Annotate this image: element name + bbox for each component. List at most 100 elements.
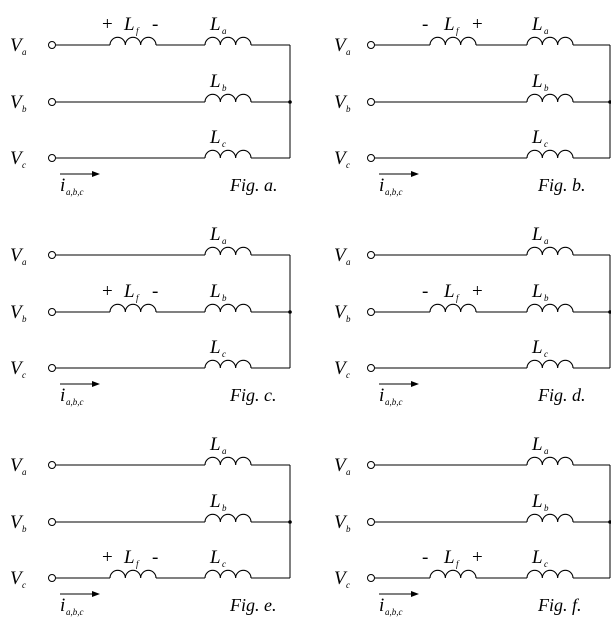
terminal-c bbox=[367, 364, 375, 372]
voltage-label-a-symbol: V bbox=[10, 455, 24, 476]
current-label-symbol: i bbox=[379, 175, 384, 196]
inductor-c bbox=[526, 149, 574, 159]
voltage-label-b-subscript: b bbox=[22, 104, 27, 114]
inductor-label-c-subscript: c bbox=[222, 139, 226, 149]
voltage-label-b-symbol: V bbox=[334, 92, 348, 113]
inductor-label-c-symbol: L bbox=[531, 337, 543, 358]
terminal-a bbox=[367, 41, 375, 49]
inductor-a bbox=[526, 246, 574, 256]
terminal-b bbox=[48, 98, 56, 106]
terminal-c bbox=[48, 574, 56, 582]
current-label-symbol: i bbox=[379, 385, 384, 406]
inductor-label-c-subscript: c bbox=[222, 559, 226, 569]
filter-inductor-label-subscript: f bbox=[136, 26, 140, 36]
inductor-label-c-symbol: L bbox=[209, 127, 221, 148]
neutral-node bbox=[608, 100, 611, 104]
neutral-node bbox=[288, 100, 292, 104]
voltage-label-c-subscript: c bbox=[22, 160, 26, 170]
current-label-symbol: i bbox=[379, 595, 384, 616]
voltage-label-a-symbol: V bbox=[10, 35, 24, 56]
polarity-left-sign: + bbox=[102, 281, 113, 302]
terminal-b bbox=[48, 308, 56, 316]
voltage-label-c-symbol: V bbox=[10, 568, 24, 589]
filter-inductor-label-symbol: L bbox=[443, 547, 455, 568]
filter-inductor-label-subscript: f bbox=[136, 559, 140, 569]
terminal-c bbox=[367, 154, 375, 162]
filter-inductor bbox=[429, 303, 477, 313]
inductor-label-b-subscript: b bbox=[544, 293, 549, 303]
inductor-b bbox=[204, 513, 252, 523]
filter-inductor-label-symbol: L bbox=[443, 14, 455, 35]
voltage-label-b-subscript: b bbox=[346, 524, 351, 534]
filter-inductor-label-subscript: f bbox=[456, 559, 460, 569]
inductor-label-a-subscript: a bbox=[544, 446, 549, 456]
polarity-right-sign: + bbox=[472, 14, 483, 35]
voltage-label-c-subscript: c bbox=[346, 370, 350, 380]
terminal-a bbox=[48, 41, 56, 49]
filter-inductor-label-symbol: L bbox=[123, 14, 135, 35]
terminal-b bbox=[48, 518, 56, 526]
inductor-a bbox=[204, 36, 252, 46]
terminal-a bbox=[48, 461, 56, 469]
filter-inductor bbox=[109, 569, 157, 579]
polarity-right-sign: - bbox=[152, 14, 158, 35]
figure-caption: Fig. f. bbox=[537, 595, 582, 615]
current-label-symbol: i bbox=[60, 175, 65, 196]
current-label: i a,b,c bbox=[379, 175, 403, 197]
inductor-b bbox=[526, 93, 574, 103]
inductor-label-a-symbol: L bbox=[209, 434, 221, 455]
inductor-b bbox=[526, 303, 574, 313]
voltage-label-b-symbol: V bbox=[334, 302, 348, 323]
inductor-label-a-symbol: L bbox=[209, 14, 221, 35]
inductor-c bbox=[526, 569, 574, 579]
inductor-label-b-subscript: b bbox=[544, 83, 549, 93]
figure-caption: Fig. a. bbox=[229, 175, 278, 195]
terminal-b bbox=[367, 518, 375, 526]
inductor-c bbox=[204, 149, 252, 159]
voltage-label-a-symbol: V bbox=[334, 245, 348, 266]
inductor-a bbox=[526, 456, 574, 466]
current-label-subscript: a,b,c bbox=[66, 607, 84, 617]
voltage-label-a-subscript: a bbox=[346, 257, 351, 267]
voltage-label-c-symbol: V bbox=[10, 148, 24, 169]
inductor-label-b-subscript: b bbox=[544, 503, 549, 513]
filter-inductor bbox=[109, 36, 157, 46]
voltage-label-c-symbol: V bbox=[334, 568, 348, 589]
figure-caption: Fig. c. bbox=[229, 385, 277, 405]
terminal-c bbox=[48, 154, 56, 162]
voltage-label-c-subscript: c bbox=[22, 580, 26, 590]
inductor-label-c-subscript: c bbox=[222, 349, 226, 359]
voltage-label-c-subscript: c bbox=[346, 160, 350, 170]
voltage-label-c-symbol: V bbox=[334, 148, 348, 169]
filter-inductor-label-subscript: f bbox=[456, 293, 460, 303]
current-label: i a,b,c bbox=[60, 595, 84, 617]
inductor-label-b-subscript: b bbox=[222, 83, 227, 93]
inductor-label-b-symbol: L bbox=[531, 281, 543, 302]
figure-caption: Fig. d. bbox=[537, 385, 586, 405]
